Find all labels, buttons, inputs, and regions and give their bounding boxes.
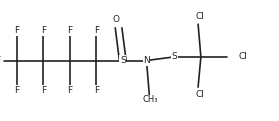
Text: F: F xyxy=(41,26,46,35)
Text: F: F xyxy=(67,86,72,95)
Text: F: F xyxy=(94,86,99,95)
Text: F: F xyxy=(14,86,19,95)
Text: N: N xyxy=(143,56,150,65)
Text: Cl: Cl xyxy=(239,52,247,61)
Text: F: F xyxy=(94,26,99,35)
Text: Cl: Cl xyxy=(195,12,204,21)
Text: CH₃: CH₃ xyxy=(143,95,158,104)
Text: F: F xyxy=(67,26,72,35)
Text: F: F xyxy=(41,86,46,95)
Text: O: O xyxy=(112,15,119,24)
Text: F: F xyxy=(0,56,1,65)
Text: S: S xyxy=(172,52,177,61)
Text: S: S xyxy=(120,56,126,65)
Text: Cl: Cl xyxy=(195,90,204,99)
Text: F: F xyxy=(14,26,19,35)
